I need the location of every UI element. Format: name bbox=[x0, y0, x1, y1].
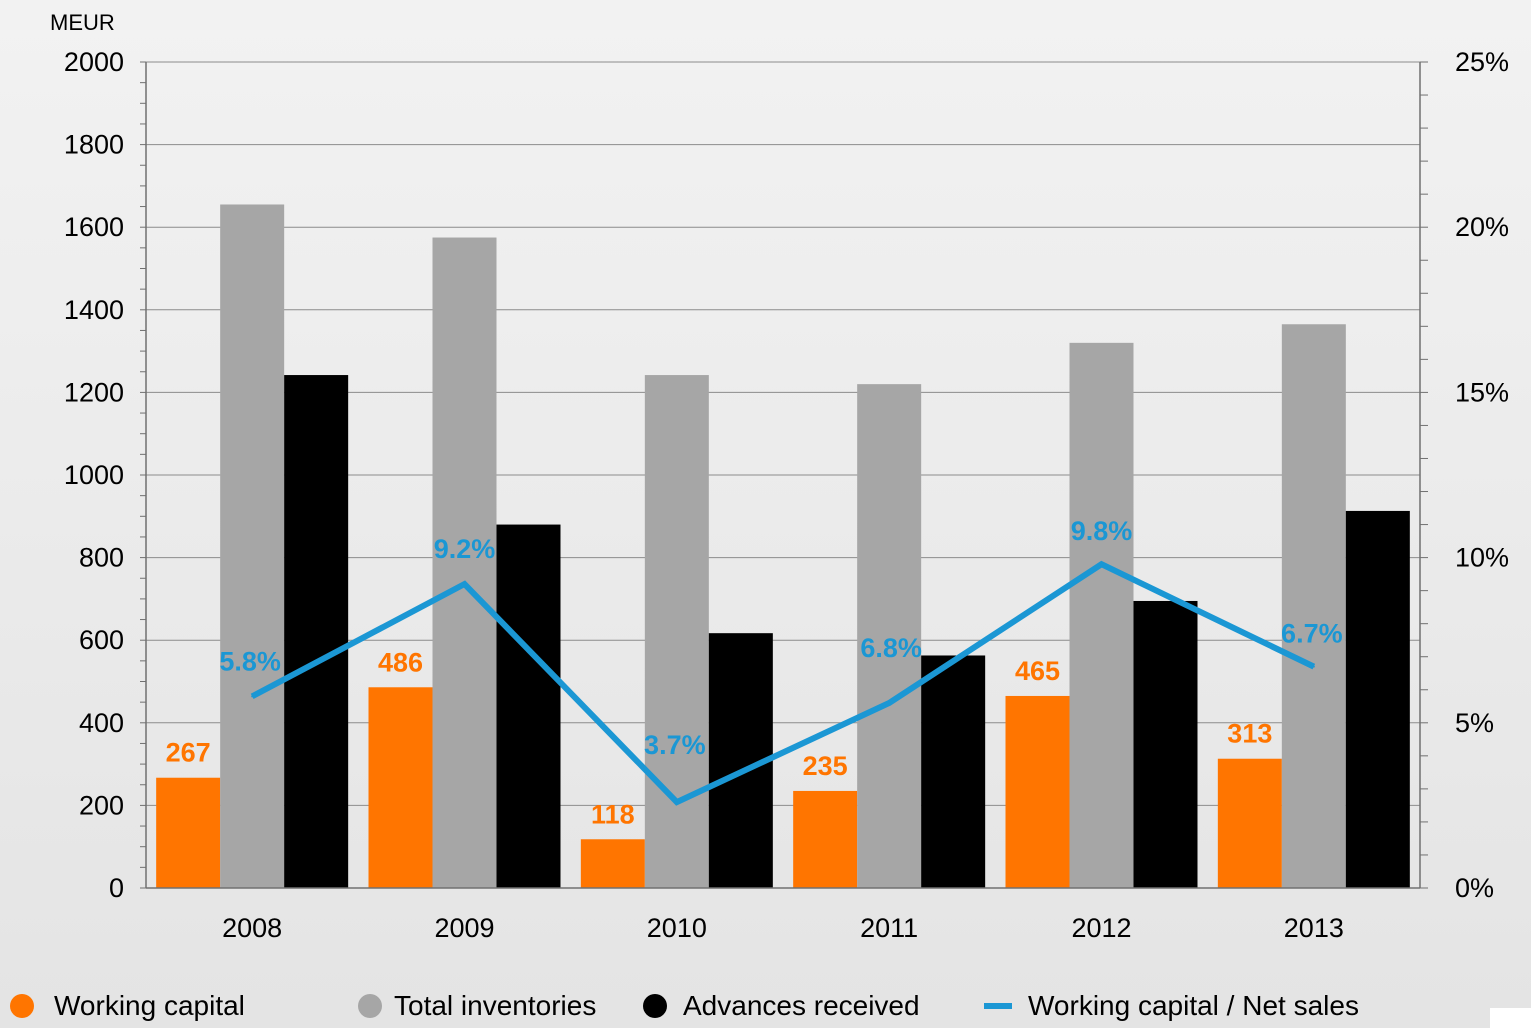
legend-item-wc-net-sales: Working capital / Net sales bbox=[984, 990, 1359, 1022]
line-data-label: 6.8% bbox=[860, 633, 922, 663]
line-point bbox=[675, 801, 678, 804]
bar bbox=[921, 655, 986, 888]
bar bbox=[432, 237, 497, 888]
bar-layer bbox=[156, 204, 1410, 889]
bar bbox=[1133, 600, 1198, 888]
bar-data-label: 486 bbox=[378, 647, 423, 677]
legend: Working capital Total inventories Advanc… bbox=[0, 990, 1531, 1028]
legend-label-total-inventories: Total inventories bbox=[394, 990, 597, 1021]
line-point bbox=[888, 701, 891, 704]
legend-marker-advances-received bbox=[643, 994, 667, 1018]
line-series bbox=[250, 560, 1316, 806]
line-data-label: 9.8% bbox=[1071, 516, 1133, 546]
bar bbox=[1345, 510, 1410, 888]
line-point bbox=[251, 695, 254, 698]
y-tick-label: 1600 bbox=[64, 212, 124, 242]
y-tick-label: 1000 bbox=[64, 460, 124, 490]
y-tick-label: 1800 bbox=[64, 130, 124, 160]
y-tick-label: 1200 bbox=[64, 377, 124, 407]
x-tick-label: 2013 bbox=[1284, 913, 1344, 943]
bar bbox=[793, 790, 858, 888]
y2-tick-label: 15% bbox=[1455, 377, 1509, 407]
x-tick-label: 2010 bbox=[647, 913, 707, 943]
bar bbox=[220, 204, 285, 889]
line-data-label: 5.8% bbox=[219, 646, 281, 676]
bar bbox=[580, 839, 645, 888]
y-tick-label: 0 bbox=[109, 873, 124, 903]
x-tick-label: 2008 bbox=[222, 913, 282, 943]
line-point bbox=[1100, 563, 1103, 566]
y-tick-label: 2000 bbox=[64, 47, 124, 77]
x-tick-label: 2009 bbox=[434, 913, 494, 943]
bar-data-label: 267 bbox=[166, 738, 211, 768]
bar bbox=[368, 687, 433, 888]
y-tick-label: 200 bbox=[79, 790, 124, 820]
data-labels: 267 486 118 235 465 313 5.8% 9.2% 3.7% 6.8% 9.8% 6.… bbox=[166, 516, 1343, 829]
bar bbox=[496, 524, 561, 888]
legend-item-working-capital: Working capital bbox=[10, 990, 245, 1022]
bar-data-label: 235 bbox=[803, 751, 848, 781]
y-tick-label: 400 bbox=[79, 708, 124, 738]
legend-marker-working-capital bbox=[10, 994, 34, 1018]
y2-tick-label: 20% bbox=[1455, 212, 1509, 242]
axes: 0 200 400 600 800 1000 1200 1400 1600 1800 2000 0% 5… bbox=[64, 47, 1509, 943]
bar bbox=[284, 375, 349, 889]
legend-label-advances-received: Advances received bbox=[683, 990, 920, 1021]
legend-marker-wc-net-sales bbox=[984, 1003, 1012, 1009]
line-point bbox=[1312, 665, 1315, 668]
x-tick-label: 2011 bbox=[860, 913, 918, 943]
line-data-label: 6.7% bbox=[1281, 619, 1343, 649]
bar bbox=[1217, 758, 1282, 888]
bar-data-label: 118 bbox=[591, 799, 635, 829]
y-tick-label: 800 bbox=[79, 543, 124, 573]
x-tick-label: 2012 bbox=[1071, 913, 1131, 943]
bar bbox=[156, 777, 221, 888]
y2-tick-label: 0% bbox=[1455, 873, 1494, 903]
legend-label-wc-net-sales: Working capital / Net sales bbox=[1028, 990, 1359, 1021]
bar bbox=[1281, 324, 1346, 888]
legend-item-total-inventories: Total inventories bbox=[358, 990, 596, 1022]
legend-item-advances-received: Advances received bbox=[643, 990, 920, 1022]
y2-tick-label: 5% bbox=[1455, 708, 1494, 738]
bar-data-label: 465 bbox=[1015, 656, 1060, 686]
line-point bbox=[463, 583, 466, 586]
bar bbox=[1005, 695, 1070, 888]
y-tick-label: 1400 bbox=[64, 295, 124, 325]
legend-marker-total-inventories bbox=[358, 994, 382, 1018]
bar bbox=[857, 384, 922, 888]
line-data-label: 9.2% bbox=[434, 534, 496, 564]
y2-tick-label: 25% bbox=[1455, 47, 1509, 77]
line-layer bbox=[250, 560, 1316, 806]
bar bbox=[1069, 342, 1134, 889]
legend-label-working-capital: Working capital bbox=[54, 990, 245, 1021]
y-tick-label: 600 bbox=[79, 625, 124, 655]
bar-data-label: 313 bbox=[1227, 719, 1272, 749]
line-data-label: 3.7% bbox=[644, 730, 706, 760]
y2-tick-label: 10% bbox=[1455, 543, 1509, 573]
bar bbox=[644, 375, 709, 889]
y-axis-label: MEUR bbox=[50, 10, 115, 35]
corner-box bbox=[1490, 1008, 1531, 1028]
